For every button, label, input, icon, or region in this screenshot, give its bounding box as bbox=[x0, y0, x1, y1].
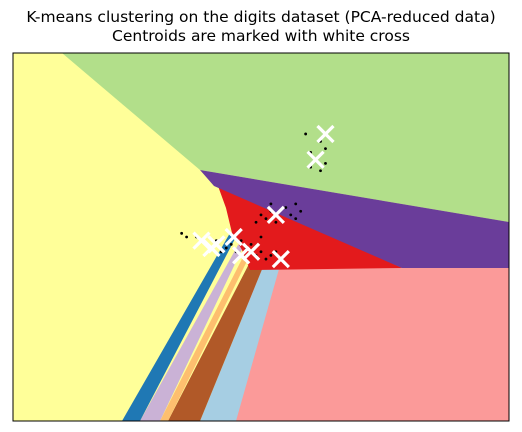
centroid-stroke bbox=[232, 246, 251, 265]
data-point bbox=[264, 217, 268, 221]
chart-subtitle: Centroids are marked with white cross bbox=[112, 27, 410, 45]
data-point bbox=[289, 213, 293, 217]
centroid-marker bbox=[271, 249, 290, 269]
centroid-stroke bbox=[192, 231, 211, 250]
centroid-stroke bbox=[266, 205, 286, 225]
data-point bbox=[269, 202, 273, 206]
centroid-stroke bbox=[224, 227, 243, 247]
centroid-stroke bbox=[271, 249, 290, 269]
region-lavender bbox=[140, 245, 244, 421]
data-point bbox=[294, 202, 298, 206]
centroid-marker bbox=[202, 238, 221, 258]
data-point bbox=[274, 220, 278, 224]
centroid-marker bbox=[192, 231, 211, 250]
centroid-stroke bbox=[202, 238, 221, 258]
region-blue bbox=[122, 233, 238, 421]
centroid-stroke bbox=[241, 242, 261, 261]
data-point bbox=[180, 231, 184, 235]
chart-title: K-means clustering on the digits dataset… bbox=[26, 8, 496, 26]
data-point bbox=[284, 206, 288, 209]
data-point bbox=[259, 213, 263, 217]
plot-frame bbox=[12, 52, 510, 422]
centroid-marker bbox=[306, 150, 325, 169]
centroid-stroke bbox=[316, 124, 335, 144]
region-salmon bbox=[230, 262, 509, 421]
data-point bbox=[259, 250, 263, 254]
centroid-marker bbox=[266, 205, 286, 225]
chart-title-block: K-means clustering on the digits dataset… bbox=[0, 8, 522, 46]
data-point bbox=[319, 169, 322, 173]
data-point bbox=[324, 147, 327, 151]
region-brown bbox=[168, 262, 265, 421]
centroid-marker bbox=[224, 227, 243, 247]
centroid-marker bbox=[316, 124, 335, 144]
data-point bbox=[254, 220, 258, 224]
data-point bbox=[229, 242, 233, 246]
data-point bbox=[249, 242, 253, 246]
centroid-marker bbox=[232, 246, 251, 265]
decision-regions bbox=[13, 53, 509, 421]
region-purple bbox=[200, 170, 509, 268]
data-point bbox=[224, 246, 228, 250]
data-point bbox=[304, 132, 308, 136]
data-point bbox=[324, 162, 327, 165]
centroid-stroke bbox=[306, 150, 325, 169]
centroids-layer bbox=[192, 124, 335, 269]
region-orange bbox=[160, 255, 250, 421]
data-point bbox=[299, 209, 303, 213]
data-point bbox=[239, 239, 243, 243]
data-point bbox=[259, 235, 263, 239]
data-point bbox=[269, 254, 273, 257]
data-point bbox=[264, 257, 268, 261]
data-point bbox=[294, 217, 298, 221]
centroid-marker bbox=[241, 242, 261, 261]
data-point bbox=[185, 235, 189, 239]
region-green bbox=[62, 53, 509, 222]
region-light-blue bbox=[200, 262, 281, 421]
